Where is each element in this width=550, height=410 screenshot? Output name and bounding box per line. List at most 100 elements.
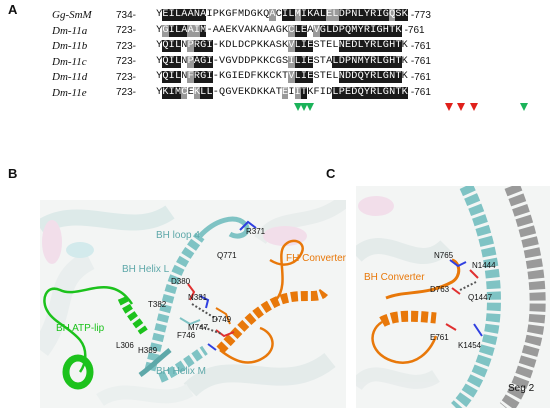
residue-cell: I	[376, 9, 383, 21]
residue-cell: Y	[156, 40, 163, 51]
residue-cell: K	[307, 86, 314, 98]
residue-cell: Y	[363, 86, 371, 99]
residue-cell: K	[401, 40, 408, 51]
residue-cell: I	[300, 40, 308, 52]
residue-cell: M	[294, 9, 301, 21]
residue-cell: I	[370, 24, 377, 37]
sequence-end: -761	[404, 25, 425, 36]
residue-cell: T	[282, 71, 289, 82]
residue-cell: Q	[219, 86, 226, 98]
residue-cell: A	[313, 9, 320, 21]
residue-cell: L	[332, 55, 339, 68]
residue-cell: D	[237, 40, 245, 51]
bh-helix-m-label: BH Helix M	[156, 366, 206, 377]
residue-cell: V	[288, 71, 295, 83]
residue-cell: D	[338, 55, 345, 68]
residue-cell: T	[388, 24, 396, 37]
residue-cell: V	[231, 86, 238, 98]
residue-cell: G	[275, 55, 282, 67]
sequence-name: Dm-11b	[52, 40, 88, 52]
residue-cell: T	[395, 86, 402, 99]
residue-cell: M	[237, 9, 245, 20]
residue-cell: N	[338, 40, 345, 52]
residue-cell: L	[332, 86, 339, 99]
residue-label: D749	[212, 315, 232, 324]
residue-cell: V	[231, 55, 238, 67]
residue-cell: V	[219, 55, 226, 67]
residue-sticks	[179, 220, 257, 351]
alignment-row: Gg-SmM 734- Y E I L A A N A I P K G F M D G K Q A C I L M I K A L E L D…	[52, 8, 431, 22]
residue-cell: R	[370, 9, 377, 21]
alignment-marker	[520, 103, 529, 111]
sequence-name: Dm-11e	[52, 86, 87, 99]
residue-label: K1454	[458, 341, 482, 350]
residue-cell: E	[225, 24, 232, 36]
residue-cell: G	[200, 40, 207, 52]
residue-cell: C	[244, 40, 251, 51]
residue-cell: S	[313, 55, 320, 67]
residue-cell: G	[225, 55, 232, 67]
seg2-label: Seg 2	[508, 383, 535, 394]
residue-cell: L	[174, 9, 182, 21]
residue-cell: D	[332, 24, 339, 37]
residue-cell: L	[376, 86, 383, 99]
residue-cell: T	[395, 71, 402, 83]
residue-cell: L	[332, 40, 339, 51]
residue-cell: G	[225, 71, 232, 82]
residue-cell: L	[200, 86, 207, 99]
residue-cell: K	[256, 71, 263, 82]
residue-cell: P	[344, 9, 352, 21]
residue-cell: G	[250, 9, 257, 20]
residue-cell: E	[307, 40, 314, 52]
residue-cell: Y	[156, 86, 163, 98]
alignment-marker	[470, 103, 478, 111]
residue-cell: K	[263, 40, 270, 51]
bh-helix-l-label: BH Helix L	[122, 264, 170, 275]
residue-cell: E	[281, 86, 289, 99]
residue-cell: R	[370, 55, 377, 68]
residue-cell: I	[231, 71, 238, 82]
panel-c-structure: BH Converter Seg 2 N765 N1444 D763 Q1447…	[356, 186, 550, 408]
residue-cell: A	[193, 55, 201, 68]
residue-cell: D	[351, 86, 358, 99]
bh-loop4-label: BH loop 4	[156, 230, 200, 241]
residue-cell: A	[219, 24, 226, 36]
residue-cell: K	[307, 9, 314, 21]
alignment-row: Dm-11b 723- Y Q I L N P R G I - K D L D C P K K A S K V L I E S T E L N…	[52, 39, 431, 53]
residue-cell: K	[282, 24, 289, 36]
residue-cell: A	[200, 9, 207, 21]
sequence-end: -761	[410, 56, 431, 67]
residue-cell: R	[370, 40, 377, 52]
residue-cell: P	[338, 86, 345, 99]
residue-cell: A	[244, 24, 251, 36]
residue-cell: I	[168, 9, 175, 21]
residue-cell: Y	[363, 9, 371, 21]
residue-label: T382	[148, 300, 167, 309]
residue-cell: A	[326, 55, 333, 67]
bh-helix-l-ribbon	[138, 232, 205, 378]
residue-cell: K	[256, 9, 263, 20]
residue-cell: D	[225, 40, 232, 51]
residue-cell: S	[313, 40, 320, 51]
residue-cell: F	[250, 71, 257, 82]
residue-cell: P	[344, 55, 352, 68]
residue-sticks	[445, 259, 483, 337]
residue-cell: L	[174, 55, 182, 68]
residue-cell: G	[382, 55, 389, 68]
residue-cell: Y	[156, 9, 163, 20]
residue-cell: I	[168, 55, 175, 68]
residue-cell: G	[382, 9, 389, 21]
sequence-end: -761	[410, 71, 431, 83]
residue-cell: M	[174, 86, 182, 99]
residue-cell: A	[269, 24, 276, 36]
residue-cell: A	[307, 24, 314, 36]
residue-label: Q1447	[468, 293, 493, 302]
residue-label: D380	[171, 277, 191, 286]
alignment-marker	[457, 103, 466, 111]
residue-cell: L	[174, 40, 182, 52]
residue-cell: Q	[357, 86, 364, 99]
residue-cell: E	[344, 40, 352, 52]
residue-cell: R	[370, 71, 377, 83]
